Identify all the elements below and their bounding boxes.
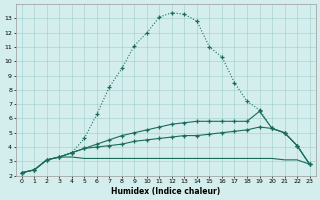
X-axis label: Humidex (Indice chaleur): Humidex (Indice chaleur): [111, 187, 220, 196]
